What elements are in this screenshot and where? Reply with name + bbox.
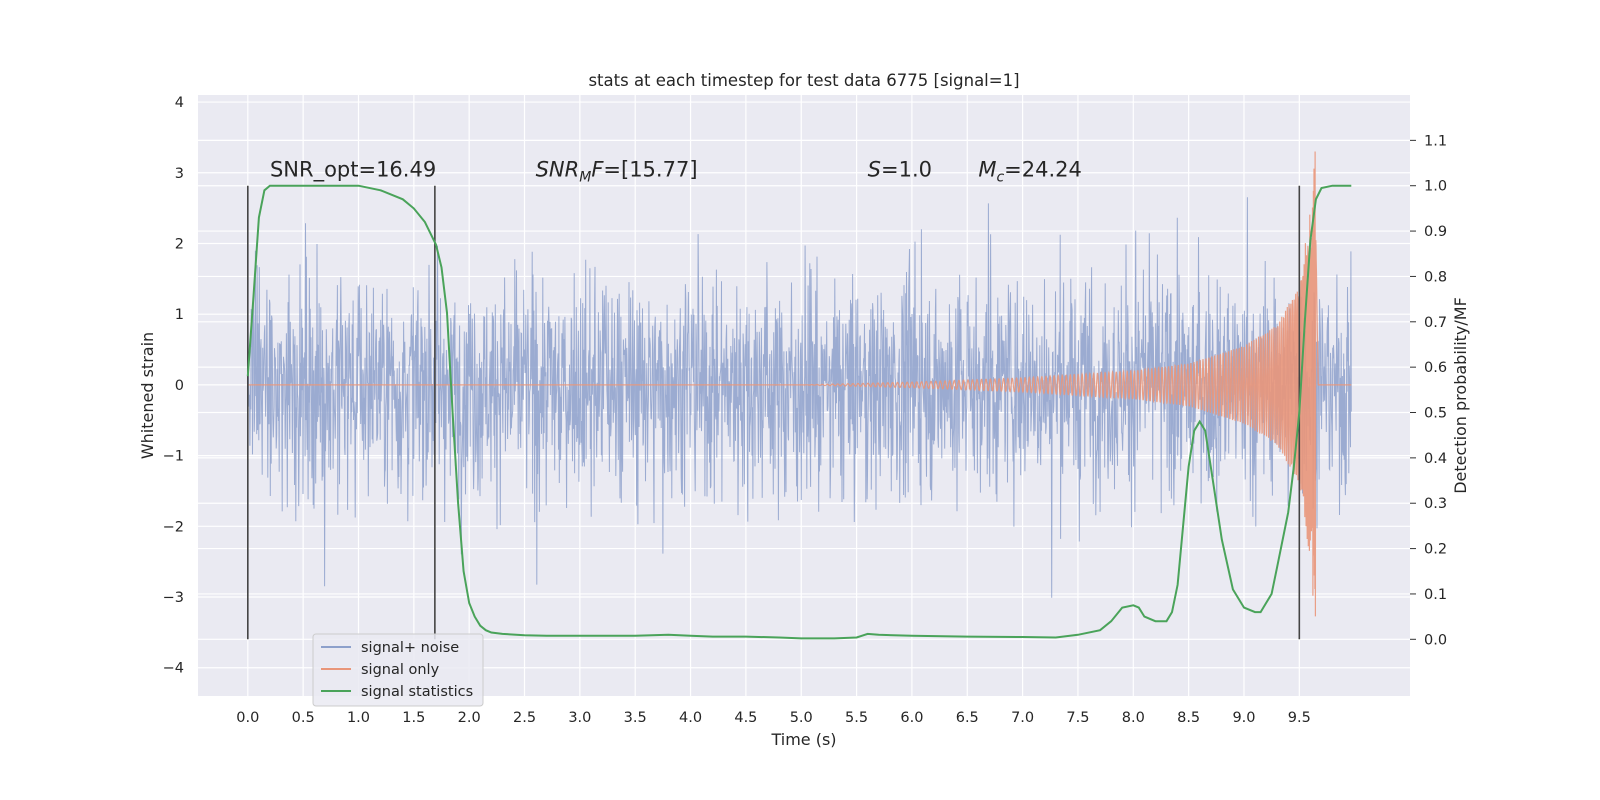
x-tick-label: 7.5	[1066, 710, 1089, 726]
legend: signal+ noise signal only signal statistic…	[312, 633, 484, 707]
y2-tick-label: 1.0	[1424, 179, 1447, 195]
x-tick-label: 4.0	[679, 710, 702, 726]
x-axis-label: Time (s)	[770, 730, 836, 749]
x-tick-label: 5.0	[790, 710, 813, 726]
annotation-snr_opt: SNR_opt=16.49	[270, 158, 436, 183]
chart-title: stats at each timestep for test data 677…	[588, 71, 1019, 90]
x-tick-label: 2.0	[458, 710, 481, 726]
x-tick-label: 8.0	[1122, 710, 1145, 726]
y2-tick-label: 0.1	[1424, 587, 1447, 603]
stats-line	[246, 184, 1352, 640]
x-tick-label: 5.5	[845, 710, 868, 726]
y-tick-label: 1	[175, 307, 184, 323]
y-axis-label: Whitened strain	[138, 332, 157, 459]
x-tick-label: 1.5	[402, 710, 425, 726]
y2-axis-label: Detection probability/MF	[1451, 297, 1470, 494]
legend-box	[312, 633, 484, 707]
signal-line	[247, 151, 1352, 617]
y2-tick-label: 0.2	[1424, 542, 1447, 558]
x-tick-label: 9.5	[1288, 710, 1311, 726]
y2-tick-label: 0.4	[1424, 451, 1447, 467]
y2-tick-label: 0.3	[1424, 496, 1447, 512]
y-tick-label: −4	[163, 661, 184, 677]
y2-tick-label: 0.6	[1424, 360, 1447, 376]
noise-line	[247, 197, 1352, 598]
x-tick-label: 0.0	[236, 710, 259, 726]
y2-tick-label: 0.9	[1424, 224, 1447, 240]
y-tick-label: −1	[163, 449, 184, 465]
y-tick-label: −3	[163, 590, 184, 606]
x-tick-label: 6.5	[956, 710, 979, 726]
y-tick-labels: −4 −3 −2 −1 0 1 2 3 4	[163, 95, 184, 677]
x-tick-label: 2.5	[513, 710, 536, 726]
legend-label: signal statistics	[361, 684, 473, 700]
y2-tick-label: 0.5	[1424, 406, 1447, 422]
x-tick-label: 6.0	[900, 710, 923, 726]
annotations: SNR_opt=16.49 SNRMF=[15.77] S=1.0 Mc=24.24	[270, 158, 1082, 186]
annotation-snr_mf: SNRMF=[15.77]	[536, 158, 698, 186]
noise-series	[247, 197, 1352, 598]
legend-label: signal only	[361, 662, 440, 678]
x-tick-label: 1.0	[347, 710, 370, 726]
y-tick-label: 2	[175, 236, 184, 252]
y-tick-label: −2	[163, 519, 184, 535]
signal-only-series	[247, 151, 1352, 617]
y2-tick-label: 0.0	[1424, 632, 1447, 648]
annotation-s_val: S=1.0	[868, 158, 932, 182]
legend-label: signal+ noise	[361, 640, 459, 656]
x-tick-label: 8.5	[1177, 710, 1200, 726]
annotation-mc_val: Mc=24.24	[978, 158, 1082, 186]
x-tick-label: 9.0	[1232, 710, 1255, 726]
y-tick-label: 4	[175, 95, 184, 111]
y2-tick-label: 0.7	[1424, 315, 1447, 331]
x-tick-labels: 0.0 0.5 1.0 1.5 2.0 2.5 3.0 3.5 4.0 4.5 5.0 5.5 6.0 6…	[236, 710, 1311, 726]
y-tick-label: 0	[175, 378, 184, 394]
y2-tick-label: 0.8	[1424, 269, 1447, 285]
x-tick-label: 3.0	[568, 710, 591, 726]
x-tick-label: 7.0	[1011, 710, 1034, 726]
x-tick-label: 4.5	[734, 710, 757, 726]
y2-tick-labels: 0.0 0.1 0.2 0.3 0.4 0.5 0.6 0.7 0.8 0.9 1.0 1.1	[1410, 133, 1447, 648]
y2-tick-label: 1.1	[1424, 133, 1447, 149]
x-tick-label: 0.5	[292, 710, 315, 726]
x-tick-label: 3.5	[624, 710, 647, 726]
signal-statistics-series	[246, 184, 1352, 640]
y-tick-label: 3	[175, 166, 184, 182]
